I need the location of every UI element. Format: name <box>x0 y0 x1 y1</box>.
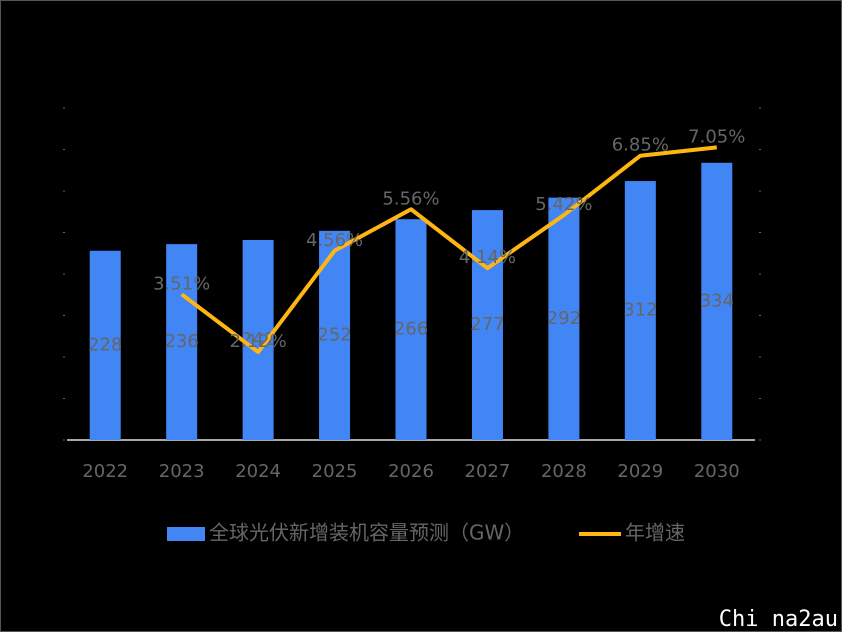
line <box>180 145 717 355</box>
line-label: 4.14% <box>459 247 516 268</box>
bar-label: 252 <box>317 324 351 345</box>
bar-label: 292 <box>547 308 581 329</box>
bar <box>166 244 198 440</box>
bar-label: 334 <box>700 290 734 311</box>
bar-label: 277 <box>470 314 504 335</box>
line-label: 3.51% <box>153 273 210 294</box>
legend-label: 年增速 <box>625 521 685 545</box>
bar <box>395 219 427 440</box>
bar-label: 266 <box>394 319 428 340</box>
line-label: 7.05% <box>688 126 745 147</box>
legend-label: 全球光伏新增装机容量预测（GW） <box>209 521 524 545</box>
bar <box>89 250 121 440</box>
line-label: 5.56% <box>382 188 439 209</box>
bar-label: 228 <box>88 334 122 355</box>
x-tick-label: 2026 <box>388 461 434 482</box>
legend-swatch <box>167 527 205 541</box>
x-tick-label: 2023 <box>159 461 205 482</box>
bar <box>548 197 580 440</box>
x-tick-label: 2022 <box>82 461 128 482</box>
bar-label: 236 <box>164 331 198 352</box>
line-label: 2.12% <box>230 331 287 352</box>
x-tick-label: 2024 <box>235 461 281 482</box>
x-tick-label: 2030 <box>694 461 740 482</box>
x-tick-label: 2027 <box>465 461 511 482</box>
line-label: 6.85% <box>612 135 669 156</box>
bar <box>624 181 656 441</box>
bar-label: 312 <box>623 300 657 321</box>
watermark: Chi na2au <box>719 607 838 632</box>
x-tick-label: 2028 <box>541 461 587 482</box>
bar <box>471 210 503 440</box>
line-label: 4.56% <box>306 230 363 251</box>
line-label: 5.42% <box>535 194 592 215</box>
x-tick-label: 2029 <box>617 461 663 482</box>
bar <box>701 162 733 440</box>
x-tick-label: 2025 <box>312 461 358 482</box>
